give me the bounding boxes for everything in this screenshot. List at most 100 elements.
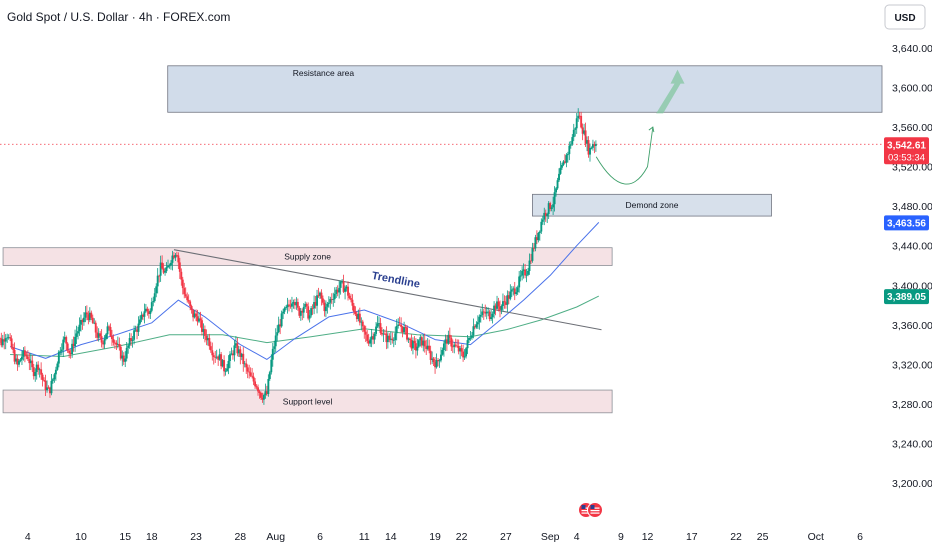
currency-button[interactable]: USD <box>884 4 926 30</box>
candle <box>261 392 264 403</box>
candle-body <box>128 338 131 346</box>
candle <box>410 334 413 351</box>
candle-body <box>429 350 432 360</box>
candle-body <box>155 286 158 294</box>
y-axis[interactable]: 3,200.00 3,240.00 3,280.00 3,320.00 3,360.00… <box>892 43 932 490</box>
economic-events-icon[interactable] <box>578 502 603 518</box>
candle <box>68 349 71 359</box>
candle-body <box>112 339 115 343</box>
candle-body <box>540 221 543 232</box>
candle-body <box>234 343 237 346</box>
candle <box>233 340 236 362</box>
candle <box>84 306 87 323</box>
candle <box>434 357 437 374</box>
candle <box>524 263 527 279</box>
x-tick-label: Oct <box>808 531 824 543</box>
candle-body <box>102 342 105 345</box>
candle <box>593 141 596 154</box>
candle <box>476 315 479 330</box>
candle <box>558 168 560 183</box>
candle-body <box>419 337 422 341</box>
candle-body <box>108 326 110 328</box>
candle-body <box>373 333 376 340</box>
candle-body <box>522 269 525 271</box>
candle-body <box>13 349 16 362</box>
zone-supply-3 <box>2 389 613 414</box>
candle-body <box>562 161 565 165</box>
candle-body <box>388 335 391 340</box>
candle-body <box>34 372 37 377</box>
candle <box>301 308 304 321</box>
candle <box>336 285 339 297</box>
candle <box>183 282 186 299</box>
candle <box>332 292 335 307</box>
candle <box>50 374 53 396</box>
candle-body <box>314 302 317 306</box>
candle <box>347 281 349 301</box>
candle <box>561 162 563 170</box>
candle <box>248 364 251 379</box>
candle-body <box>561 164 563 168</box>
candle <box>448 327 451 344</box>
candle <box>291 296 293 313</box>
zone-label-demand-1: Demond zone <box>626 200 679 210</box>
candle <box>249 367 252 378</box>
candle-body <box>265 391 268 395</box>
candle-body <box>264 391 267 396</box>
candle-body <box>490 317 493 320</box>
candle <box>369 337 372 347</box>
x-axis[interactable]: 4 10 15 18 23 28 Aug 6 11 14 19 22 27 Sep 4 9 12 17 22 25 Oc… <box>25 531 863 543</box>
candle <box>532 243 535 252</box>
candle <box>293 298 296 310</box>
candle <box>100 329 103 348</box>
candle <box>53 372 56 383</box>
candle-body <box>339 281 342 288</box>
candle-body <box>411 340 414 349</box>
x-tick-label: 11 <box>359 531 370 543</box>
candle <box>460 344 463 357</box>
candle-body <box>202 329 205 332</box>
candle <box>351 294 354 311</box>
candle <box>440 347 442 363</box>
candle-body <box>37 364 40 370</box>
candle <box>555 187 558 197</box>
candle <box>1 334 4 348</box>
candle-body <box>555 188 558 193</box>
candle <box>302 303 305 319</box>
candle <box>78 317 81 336</box>
candle <box>475 321 478 329</box>
candle <box>184 287 187 299</box>
candle <box>407 337 410 343</box>
candle-body <box>491 313 494 318</box>
candle-body <box>450 337 453 347</box>
candle <box>113 340 116 349</box>
currency-button-label: USD <box>894 13 915 24</box>
candle <box>106 322 109 340</box>
candle-body <box>66 343 69 351</box>
candle-body <box>447 334 450 344</box>
candle <box>400 317 403 333</box>
candle-body <box>195 313 198 317</box>
candle-body <box>326 303 329 307</box>
candle <box>279 319 282 335</box>
candle <box>468 336 470 344</box>
candle <box>276 325 279 342</box>
candle <box>94 320 97 339</box>
candle-body <box>472 326 475 336</box>
candle <box>254 377 257 390</box>
candle <box>509 284 512 301</box>
candle-body <box>97 333 100 338</box>
candle <box>285 305 288 310</box>
candle <box>251 367 254 379</box>
candle <box>314 295 317 309</box>
candle-body <box>285 307 288 309</box>
candle <box>208 333 211 350</box>
candle-body <box>354 311 357 315</box>
candle-body <box>317 295 320 297</box>
candle <box>411 337 414 355</box>
candle-body <box>72 343 75 347</box>
candle-body <box>442 343 445 351</box>
candle-body <box>445 339 448 344</box>
candle-body <box>462 351 465 358</box>
